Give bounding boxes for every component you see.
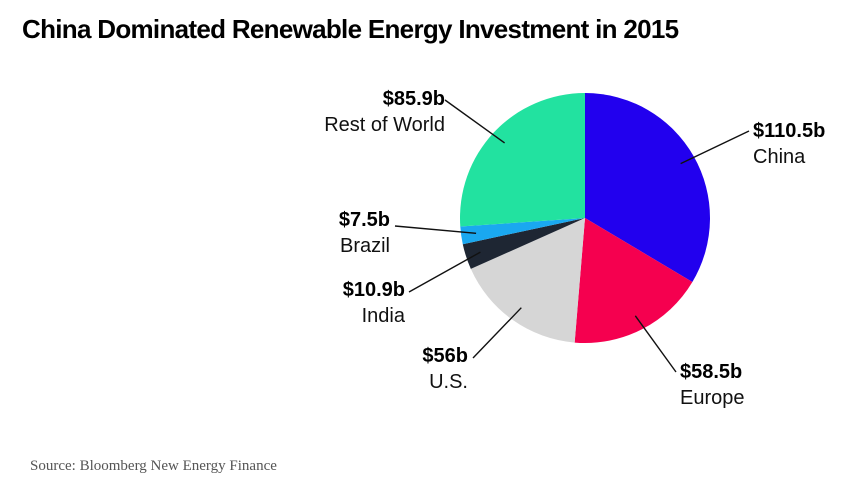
slice-value-label-u-s: $56b — [422, 345, 468, 367]
slice-value-label-china: $110.5b — [753, 120, 825, 142]
pie-slice-rest-of-world — [460, 93, 585, 227]
slice-value-label-india: $10.9b — [343, 279, 405, 301]
pie-slice-china — [585, 93, 711, 283]
slice-name-label-brazil: Brazil — [340, 235, 390, 257]
slice-value-label-brazil: $7.5b — [339, 209, 390, 231]
chart-title: China Dominated Renewable Energy Investm… — [22, 14, 679, 44]
pie-slices — [460, 93, 711, 343]
slice-name-label-china: China — [753, 146, 806, 168]
slice-name-label-u-s: U.S. — [429, 371, 468, 393]
slice-labels: $110.5b China $58.5b Europe $56b U.S. $10.9b In… — [324, 88, 825, 409]
pie-slice-brazil — [460, 218, 585, 245]
slice-name-label-india: India — [362, 305, 406, 327]
label-leader-lines — [394, 99, 750, 373]
leader-line-europe — [634, 315, 677, 373]
leader-line-u-s — [472, 307, 522, 359]
leader-line-china — [680, 130, 750, 165]
pie-slice-india — [462, 218, 585, 269]
slice-value-label-europe: $58.5b — [680, 361, 742, 383]
slice-value-label-rest-of-world: $85.9b — [383, 88, 445, 110]
source-note: Source: Bloomberg New Energy Finance — [30, 458, 277, 474]
pie-slice-europe — [574, 218, 693, 343]
slice-name-label-europe: Europe — [680, 387, 745, 409]
pie-slice-u-s — [470, 218, 585, 343]
leader-line-brazil — [394, 225, 477, 235]
leader-line-rest-of-world — [444, 99, 506, 144]
leader-line-india — [408, 251, 481, 293]
slice-name-label-rest-of-world: Rest of World — [324, 114, 445, 136]
